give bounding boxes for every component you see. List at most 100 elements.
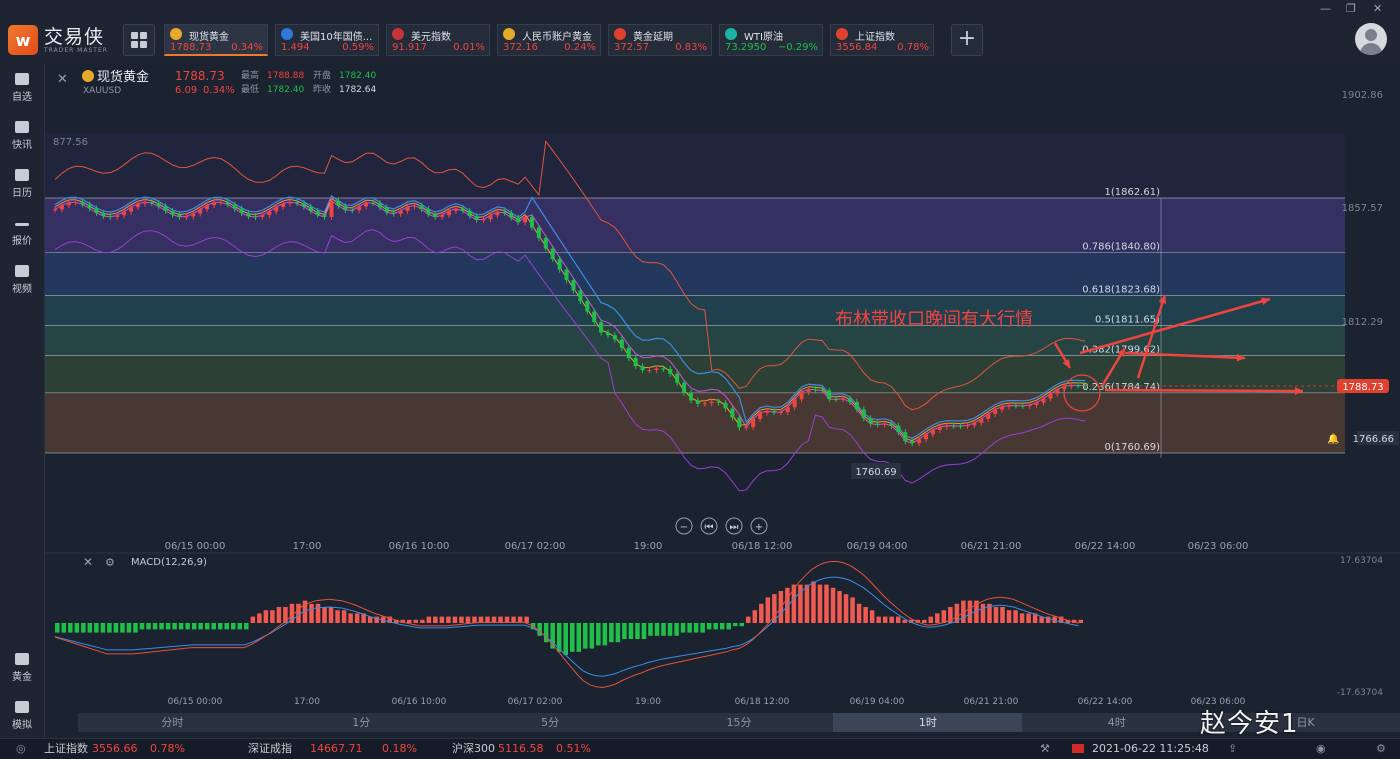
timeframe-tab[interactable]: 5分 (541, 716, 560, 729)
price-chart[interactable]: 1(1862.61) 0.786(1840.80) 0.618(1823.68) 0.… (45, 63, 1400, 738)
macd-histogram-bar (348, 613, 353, 623)
candle-body (1076, 385, 1081, 387)
candle-body (405, 206, 410, 211)
camera-icon[interactable]: ◉ (1316, 742, 1326, 755)
candle-body (841, 398, 846, 400)
instrument-change-pct: 0.34% (203, 85, 235, 96)
candle-body (350, 210, 355, 212)
candle-body (73, 202, 78, 204)
candle-body (481, 219, 486, 221)
status-index3-name[interactable]: 沪深300 (452, 742, 495, 755)
tab-price: 91.917 (392, 42, 427, 53)
candle-body (205, 205, 210, 210)
sidebar-item-news[interactable]: 快讯 (0, 121, 44, 151)
sidebar-item-video[interactable]: 视频 (0, 265, 44, 295)
status-index2-name[interactable]: 深证成指 (248, 742, 292, 755)
timeframe-tab[interactable]: 15分 (726, 716, 752, 729)
candle-body (509, 212, 514, 218)
fib-label: 0(1760.69) (1104, 442, 1160, 453)
tab-change: 0.78% (897, 42, 929, 53)
candle-body (391, 212, 396, 214)
macd-histogram-bar (328, 607, 334, 623)
step-forward-icon[interactable] (725, 517, 743, 535)
macd-histogram-bar (1013, 610, 1018, 623)
macd-histogram-bar (459, 616, 464, 623)
tab-price: 1788.73 (170, 42, 212, 53)
macd-histogram-bar (139, 623, 145, 630)
share-icon[interactable]: ⇪ (1228, 742, 1238, 755)
gold-coin-icon (82, 70, 94, 82)
timeframe-tab[interactable]: 日K (1296, 716, 1315, 729)
bollinger-lower (54, 229, 1086, 492)
macd-histogram-bar (524, 616, 529, 623)
macd-histogram-bar (895, 616, 901, 623)
macd-x-axis-label: 06/22 14:00 (1078, 697, 1133, 707)
minimize-icon[interactable]: — (1320, 2, 1331, 15)
logo-icon: w (8, 25, 38, 55)
candle-body (882, 423, 887, 425)
macd-histogram-bar (700, 623, 705, 633)
status-index1-name[interactable]: 上证指数 (44, 742, 88, 755)
macd-histogram-bar (928, 616, 934, 623)
quote-tab[interactable]: 美元指数 91.917 0.01% (386, 24, 490, 56)
candle-body (149, 202, 154, 204)
add-tab-button[interactable]: + (951, 24, 983, 56)
close-chart-icon: ✕ (57, 72, 68, 87)
candle-body (606, 332, 611, 336)
sidebar-item-quotes[interactable]: 报价 (0, 217, 44, 247)
close-window-icon[interactable]: ✕ (1373, 2, 1383, 15)
candle-body (896, 425, 901, 433)
x-axis-label: 06/18 12:00 (732, 541, 793, 552)
sidebar-item-demo[interactable]: 模拟 (0, 701, 44, 731)
instrument-icon (725, 28, 737, 40)
tool-icon[interactable]: ⚒ (1040, 742, 1050, 755)
low-marker-box (851, 463, 901, 479)
timeframe-tab[interactable]: 1分 (352, 716, 371, 729)
candle-body (129, 207, 134, 212)
arrow-head (1261, 297, 1270, 305)
step-forward-icon-glyph: ⏭ (730, 522, 739, 533)
candle-body (108, 216, 113, 218)
macd-histogram-bar (81, 623, 86, 633)
candle-body (723, 402, 728, 409)
sidebar-item-calendar[interactable]: 日历 (0, 169, 44, 199)
candle-body (384, 207, 389, 213)
quote-tab[interactable]: 上证指数 3556.84 0.78% (830, 24, 934, 56)
macd-histogram-bar (609, 623, 614, 643)
quote-tab[interactable]: 黄金延期 372.57 0.83% (608, 24, 712, 56)
zoom-out-icon[interactable] (675, 517, 693, 535)
macd-histogram-bar (739, 623, 745, 627)
timeframe-tab[interactable]: 1时 (833, 713, 1023, 732)
annotation-circle (1063, 374, 1101, 412)
macd-histogram-bar (804, 584, 810, 623)
macd-histogram-bar (1032, 613, 1038, 623)
macd-histogram-bar (367, 616, 373, 623)
headset-icon[interactable]: ◎ (16, 742, 26, 755)
restore-icon[interactable]: ❐ (1346, 2, 1356, 15)
sidebar-item-gold[interactable]: 黄金 (0, 653, 44, 683)
user-avatar[interactable] (1355, 23, 1387, 55)
layout-grid-button[interactable] (123, 24, 155, 56)
instrument-code: XAUUSD (83, 86, 121, 96)
app-logo[interactable]: w 交易侠 TRADER MASTER (8, 25, 108, 55)
macd-histogram-bar (283, 607, 288, 623)
settings-icon[interactable]: ⚙ (1376, 742, 1386, 755)
quote-tab[interactable]: 现货黄金 1788.73 0.34% (164, 24, 268, 56)
timeframe-tab[interactable]: 4时 (1107, 716, 1126, 729)
macd-histogram-bar (335, 610, 340, 623)
bollinger-upper (54, 140, 1086, 411)
candle-body (488, 215, 493, 220)
quote-tab[interactable]: 人民币账户黄金 372.16 0.24% (497, 24, 601, 56)
candle-body (592, 311, 597, 323)
timeframe-tab[interactable]: 分时 (161, 716, 184, 729)
candle-body (951, 425, 956, 427)
sidebar-item-watchlist[interactable]: 自选 (0, 73, 44, 103)
quote-tab[interactable]: WTI原油 73.2950 −0.29% (719, 24, 823, 56)
zoom-in-icon[interactable] (750, 517, 768, 535)
app-name: 交易侠 (44, 25, 105, 48)
macd-histogram-bar (967, 600, 973, 623)
candle-body (626, 347, 631, 359)
quote-tab[interactable]: 美国10年国债... 1.494 0.59% (275, 24, 379, 56)
play-icon (15, 265, 29, 277)
step-back-icon[interactable] (700, 517, 718, 535)
